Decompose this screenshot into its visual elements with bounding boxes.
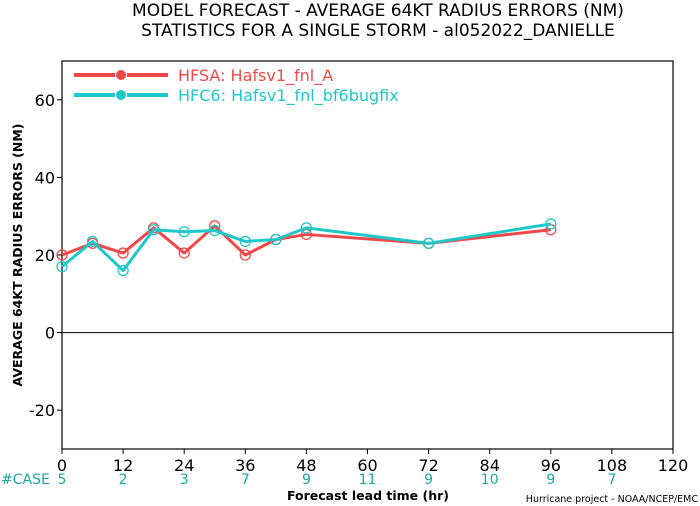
data-point <box>56 260 68 273</box>
chart-title: MODEL FORECAST - AVERAGE 64KT RADIUS ERR… <box>132 1 624 21</box>
case-count: 9 <box>546 472 555 488</box>
legend-label: HFC6: Hafsv1_fnl_bf6bugfix <box>178 86 399 106</box>
case-count: 7 <box>241 472 250 488</box>
case-count: 7 <box>607 472 616 488</box>
data-point <box>117 247 129 259</box>
credit-text: Hurricane project - NOAA/NCEP/EMC <box>526 494 699 505</box>
data-point <box>422 237 435 250</box>
y-axis-label: AVERAGE 64KT RADIUS ERRORS (NM) <box>10 123 25 386</box>
y-tick-label: 20 <box>35 246 55 265</box>
data-point <box>239 249 251 261</box>
x-tick-label: 84 <box>480 456 500 475</box>
y-tick-label: 40 <box>35 168 55 187</box>
case-count: 3 <box>180 472 189 488</box>
y-tick-label: 0 <box>45 324 55 343</box>
data-point <box>209 224 221 237</box>
case-counts: 5 2 3 7 9 11 9 10 9 7 <box>58 472 617 488</box>
case-count: 2 <box>119 472 128 488</box>
x-tick-label: 36 <box>235 456 255 475</box>
y-tick-label: -20 <box>29 401 55 420</box>
x-tick-label: 12 <box>113 456 133 475</box>
data-point <box>117 264 129 277</box>
legend-marker <box>115 69 127 81</box>
legend-label: HFSA: Hafsv1_fnl_A <box>178 66 333 86</box>
case-count: 10 <box>481 472 499 488</box>
series-line-1 <box>61 224 551 257</box>
series-line-2 <box>61 222 552 273</box>
data-point <box>300 222 313 234</box>
case-count-label: #CASE <box>1 472 50 488</box>
data-point <box>239 235 251 248</box>
case-count: 11 <box>359 472 377 488</box>
x-tick-label: 120 <box>658 456 689 475</box>
case-count: 9 <box>424 472 433 488</box>
data-point <box>86 235 99 248</box>
data-point <box>178 247 190 259</box>
series-group <box>56 218 557 277</box>
case-count: 9 <box>302 472 311 488</box>
data-point <box>178 226 190 238</box>
chart-subtitle: STATISTICS FOR A SINGLE STORM - al052022… <box>141 21 615 41</box>
x-tick-label: 72 <box>418 456 438 475</box>
axis-ticks: 0 12 24 36 48 60 72 84 96 108 120 -20 0 20 40 60 <box>29 91 688 475</box>
x-tick-label: 96 <box>541 456 561 475</box>
data-point <box>147 224 160 236</box>
data-point <box>56 249 68 261</box>
x-tick-label: 0 <box>57 456 67 475</box>
x-tick-label: 48 <box>296 456 316 475</box>
y-tick-label: 60 <box>35 91 55 110</box>
case-count: 5 <box>58 472 67 488</box>
data-point <box>545 218 557 230</box>
legend-marker <box>115 89 127 101</box>
plot-frame <box>61 60 674 450</box>
x-tick-label: 60 <box>357 456 377 475</box>
data-point <box>270 233 282 246</box>
x-tick-label: 108 <box>597 456 628 475</box>
x-tick-label: 24 <box>174 456 194 475</box>
x-axis-label: Forecast lead time (hr) <box>287 488 449 503</box>
